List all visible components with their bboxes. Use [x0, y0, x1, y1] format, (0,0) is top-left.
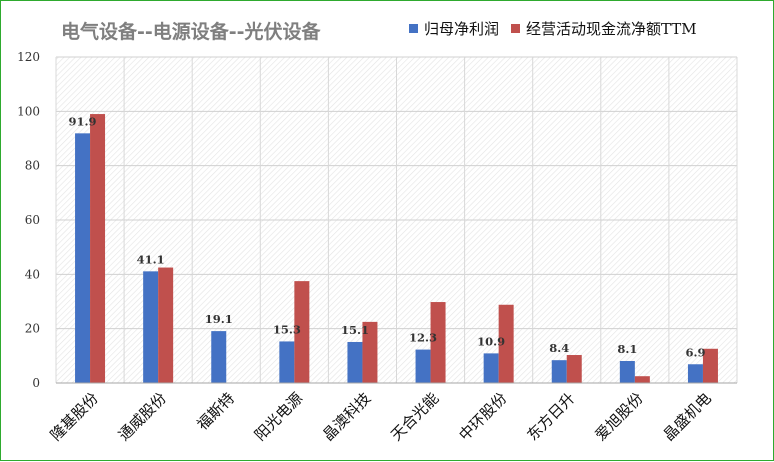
bar-series-1: [347, 341, 363, 383]
legend-swatch-series-1: [409, 23, 418, 33]
data-label: 91.9: [69, 114, 97, 128]
bar-series-2: [566, 355, 582, 383]
legend-swatch-series-2: [511, 23, 521, 33]
x-category-label: 中环股份: [455, 389, 510, 444]
gridlines: [55, 56, 738, 384]
legend-label-series-1: 归母净利润: [424, 19, 500, 38]
y-tick-label: 20: [25, 322, 40, 336]
bar-series-2: [498, 304, 514, 383]
bar-series-1: [483, 353, 499, 383]
legend-item-series-2: 经营活动现金流净额TTM: [511, 18, 697, 39]
bar-series-2: [90, 114, 106, 384]
y-tick-label: 100: [17, 104, 40, 118]
y-tick-label: 40: [25, 267, 40, 281]
x-category-label: 福斯特: [194, 389, 239, 434]
data-label: 10.9: [477, 334, 505, 348]
bar-series-1: [551, 360, 567, 383]
data-labels: 91.9 41.1 19.1 15.3 15.1 12.3 10.9 8.4 8.1 6.9: [69, 114, 706, 359]
bar-series-1: [211, 331, 227, 383]
y-tick-label: 80: [25, 159, 40, 173]
x-category-label: 爱旭股份: [592, 389, 647, 444]
bar-series-2: [158, 267, 174, 383]
data-label: 8.4: [549, 341, 569, 355]
x-category-label: 通威股份: [115, 389, 170, 444]
y-tick-label: 60: [25, 213, 40, 227]
bars: [75, 114, 718, 384]
y-tick-label: 0: [32, 376, 40, 390]
x-category-label: 晶澳科技: [319, 389, 374, 444]
bar-series-2: [362, 321, 378, 383]
data-label: 41.1: [137, 252, 165, 266]
chart-title: 电气设备--电源设备--光伏设备: [61, 21, 321, 43]
x-axis: 隆基股份 通威股份 福斯特 阳光电源 晶澳科技 天合光能 中环股份 东方日升 爱旭股份 晶盛机电: [47, 382, 737, 444]
y-axis: 0 20 40 60 80 100 120: [17, 50, 40, 390]
legend: 归母净利润 经营活动现金流净额TTM: [409, 17, 697, 39]
x-category-label: 阳光电源: [251, 389, 306, 444]
bar-series-2: [702, 348, 718, 383]
data-label: 19.1: [205, 312, 233, 326]
legend-label-series-2: 经营活动现金流净额TTM: [526, 19, 697, 38]
y-tick-label: 120: [17, 50, 40, 64]
bar-series-1: [415, 349, 431, 383]
data-label: 12.3: [409, 331, 437, 345]
bar-series-1: [143, 271, 159, 383]
data-label: 6.9: [685, 345, 705, 359]
data-label: 15.1: [341, 323, 369, 337]
bar-series-1: [687, 364, 703, 383]
x-category-label: 东方日升: [523, 389, 578, 444]
legend-item-series-1: 归母净利润: [409, 18, 499, 39]
bar-series-2: [294, 281, 310, 383]
bar-series-2: [430, 302, 446, 383]
bar-series-2: [634, 376, 650, 383]
bar-series-1: [619, 360, 635, 383]
data-label: 8.1: [617, 342, 637, 356]
x-category-label: 天合光能: [387, 389, 442, 444]
data-label: 15.3: [273, 322, 301, 336]
x-category-label: 隆基股份: [47, 389, 102, 444]
bar-series-1: [279, 341, 295, 383]
bar-series-1: [75, 133, 91, 383]
x-category-label: 晶盛机电: [660, 389, 715, 444]
